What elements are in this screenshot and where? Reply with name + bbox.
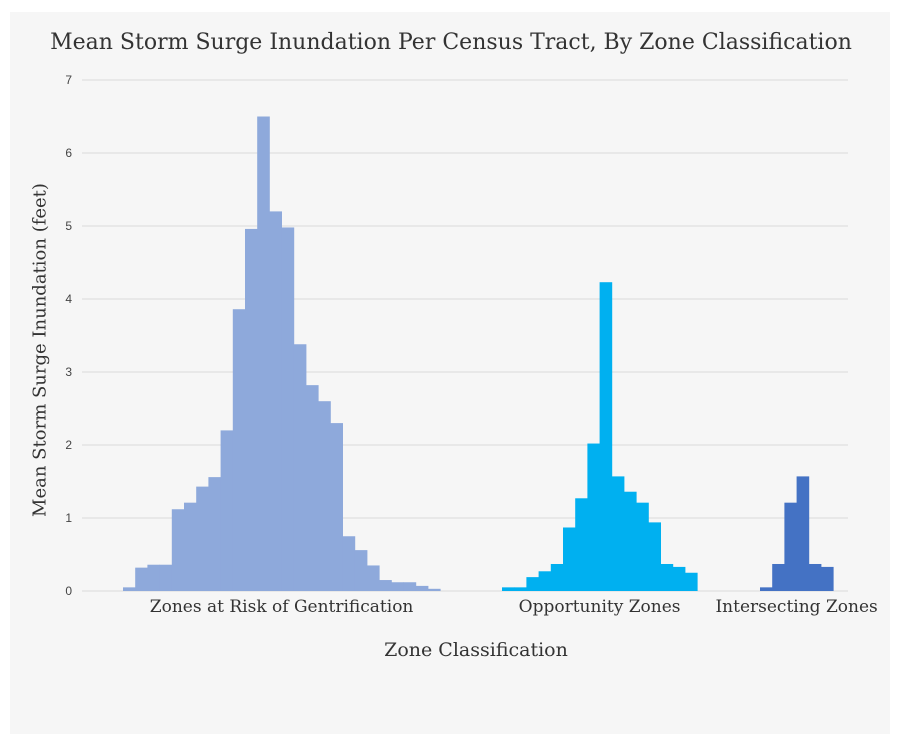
bar (784, 502, 797, 591)
bar (184, 502, 197, 591)
bar (306, 385, 319, 591)
bar (330, 423, 343, 591)
gridlines (82, 79, 848, 592)
bar (550, 563, 564, 591)
y-tick-label: 6 (65, 146, 72, 160)
bar (575, 498, 588, 591)
bar (123, 587, 136, 591)
bar (147, 564, 160, 591)
bar (379, 580, 392, 591)
bar (367, 565, 380, 591)
bar (391, 582, 404, 591)
bar (599, 282, 613, 591)
bar (269, 211, 282, 591)
bar (342, 536, 356, 591)
bar (232, 309, 246, 591)
bar (415, 585, 429, 591)
bar (220, 430, 234, 591)
bar (821, 566, 834, 591)
x-axis-label: Zone Classification (384, 639, 568, 661)
y-tick-label: 3 (65, 365, 72, 379)
bar (587, 443, 600, 591)
bar (648, 522, 661, 591)
bars (123, 116, 834, 592)
bar (428, 588, 441, 591)
bar (135, 567, 148, 591)
bar (293, 344, 307, 591)
bar (611, 476, 625, 591)
bar (159, 564, 173, 591)
bar (563, 527, 576, 591)
bar (760, 587, 773, 591)
bar (624, 491, 637, 591)
bar (772, 563, 785, 591)
category-labels: Zones at Risk of Gentrification Opportuni… (150, 597, 878, 617)
category-label: Intersecting Zones (715, 597, 877, 617)
bar (526, 577, 539, 591)
y-tick-label: 4 (65, 292, 72, 306)
y-tick-label: 2 (65, 438, 72, 452)
bar (403, 582, 417, 591)
bar (672, 566, 686, 591)
bar (354, 550, 368, 591)
bar (636, 502, 649, 591)
category-label: Zones at Risk of Gentrification (150, 597, 414, 617)
y-tick-label: 7 (65, 73, 72, 87)
y-tick-label: 5 (65, 219, 72, 233)
bar (808, 563, 822, 591)
bar (196, 486, 209, 591)
chart-title: Mean Storm Surge Inundation Per Census T… (50, 30, 852, 55)
bar (502, 587, 515, 591)
bar (171, 509, 185, 591)
bar (538, 571, 552, 591)
bar (208, 477, 221, 591)
y-tick-label: 0 (65, 584, 72, 598)
bar (318, 401, 331, 591)
y-axis-ticks: 0 1 2 3 4 5 6 7 (65, 73, 72, 598)
bar (281, 227, 295, 591)
y-tick-label: 1 (65, 511, 72, 525)
bar (796, 476, 810, 591)
bar (257, 116, 270, 591)
category-label: Opportunity Zones (519, 597, 681, 617)
bar (685, 572, 698, 591)
bar (660, 563, 674, 591)
chart-background (10, 12, 890, 734)
bar (514, 587, 527, 591)
bar (245, 228, 258, 592)
